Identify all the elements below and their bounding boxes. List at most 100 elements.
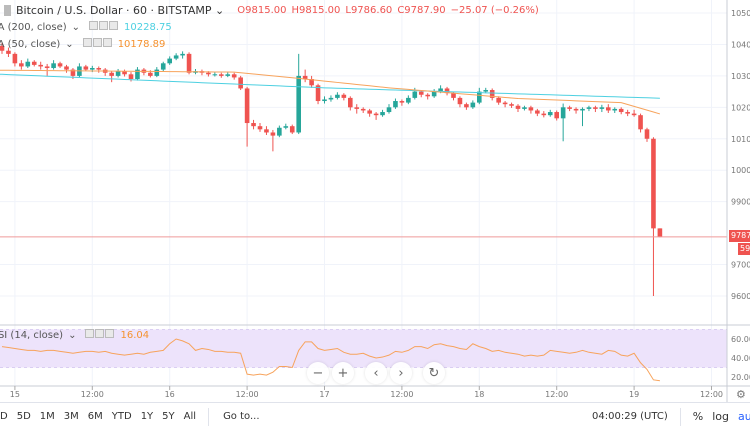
time-tick-label: 19 (629, 390, 639, 399)
time-tick-label: 12:00 (700, 390, 723, 399)
symbol-legend: Bitcoin / U.S. Dollar · 60 · BITSTAMP ⌄ … (4, 4, 539, 17)
rsi-value: 16.04 (120, 329, 150, 341)
range-3m[interactable]: 3M (63, 411, 79, 422)
candle (31, 60, 37, 67)
candle-body (573, 108, 579, 111)
range-1d[interactable]: D (0, 411, 8, 422)
candle (328, 95, 334, 102)
candle-body (160, 63, 166, 70)
candle (431, 89, 437, 98)
rsi-tick-label: 20.00 (731, 373, 750, 382)
ma200-label[interactable]: MA (200, close) (0, 21, 67, 33)
reset-chart-button[interactable]: ↻ (423, 362, 445, 384)
eye-icon[interactable] (82, 38, 92, 47)
candle (599, 104, 605, 113)
percent-toggle[interactable]: % (692, 410, 704, 423)
candle (322, 96, 327, 104)
candle-body (586, 107, 592, 109)
candle-body (444, 88, 450, 94)
range-1y[interactable]: 1Y (140, 411, 154, 422)
candles (0, 42, 663, 296)
candle-body (296, 75, 301, 133)
candle-body (348, 97, 353, 108)
candle-body (283, 126, 289, 128)
candle-body (167, 58, 172, 64)
range-all[interactable]: All (183, 411, 197, 422)
price-tick-label: 9600 (731, 292, 750, 301)
ma50-line (0, 69, 661, 115)
log-toggle[interactable]: log (712, 410, 729, 423)
candle-body (309, 79, 314, 86)
candle-body (231, 74, 237, 78)
candle-body (180, 53, 185, 56)
candle (393, 98, 398, 109)
range-1m[interactable]: 1M (39, 411, 55, 422)
candle (657, 228, 663, 238)
eye-icon[interactable] (85, 329, 95, 338)
chevron-down-icon[interactable]: ⌄ (65, 38, 74, 50)
eye-icon[interactable] (89, 21, 99, 30)
candle (535, 108, 540, 117)
candle-body (90, 68, 95, 70)
zoom-out-button[interactable]: − (307, 362, 329, 384)
candle-body (277, 127, 282, 136)
candle (19, 60, 24, 70)
ma50-label[interactable]: MA (50, close) (0, 38, 61, 50)
candle (244, 86, 250, 147)
candle-body (148, 72, 153, 76)
candle-body (244, 88, 250, 124)
candle (135, 67, 140, 81)
candle (180, 51, 185, 59)
scroll-left-button[interactable]: ‹ (365, 362, 387, 384)
candle (348, 96, 353, 111)
candle-body (554, 112, 559, 119)
candle (264, 126, 269, 135)
candle-body (470, 102, 476, 108)
settings-icon[interactable] (99, 21, 109, 30)
candle-body (489, 90, 495, 98)
zoom-in-button[interactable]: + (332, 362, 354, 384)
time-tick-label: 12:00 (81, 390, 104, 399)
close-icon[interactable] (102, 38, 112, 47)
ma200-line (0, 73, 660, 99)
candle-body (354, 107, 360, 109)
close-icon[interactable] (105, 329, 115, 338)
rsi-label[interactable]: RSI (14, close) (0, 329, 64, 341)
range-6m[interactable]: 6M (87, 411, 103, 422)
range-5y[interactable]: 5Y (162, 411, 175, 422)
candle-body (541, 113, 547, 116)
goto-button[interactable]: Go to... (223, 411, 260, 422)
time-axis[interactable]: 15 12:00 16 12:00 17 12:00 18 12:00 19 12:00 (10, 386, 723, 399)
chevron-down-icon[interactable]: ⌄ (68, 329, 77, 341)
scroll-right-button[interactable]: › (390, 362, 412, 384)
candle-body (528, 107, 534, 111)
candle (231, 72, 237, 80)
candle (154, 67, 160, 78)
settings-icon[interactable] (95, 329, 105, 338)
settings-icon[interactable] (92, 38, 102, 47)
candle-body (580, 108, 585, 111)
auto-toggle[interactable]: auto (738, 410, 750, 423)
candle-body (535, 110, 540, 114)
candle (457, 96, 463, 108)
chevron-down-icon[interactable]: ⌄ (71, 21, 81, 33)
settings-gear-icon[interactable]: ⚙ (736, 388, 746, 401)
range-ytd[interactable]: YTD (111, 411, 132, 422)
time-tick-label: 12:00 (390, 390, 413, 399)
symbol-title[interactable]: Bitcoin / U.S. Dollar · 60 · BITSTAMP ⌄ (16, 4, 225, 17)
range-5d[interactable]: 5D (16, 411, 31, 422)
time-tick-label: 12:00 (545, 390, 568, 399)
candle-body (83, 66, 89, 70)
candle-body (386, 107, 392, 113)
candle (547, 109, 553, 117)
candle (219, 72, 224, 78)
close-icon[interactable] (109, 21, 119, 30)
clock[interactable]: 04:00:29 (UTC) (592, 411, 668, 422)
candle-body (128, 74, 134, 80)
candle-body (19, 63, 24, 67)
candle (464, 102, 469, 110)
candle (212, 72, 218, 77)
candle (541, 111, 547, 118)
